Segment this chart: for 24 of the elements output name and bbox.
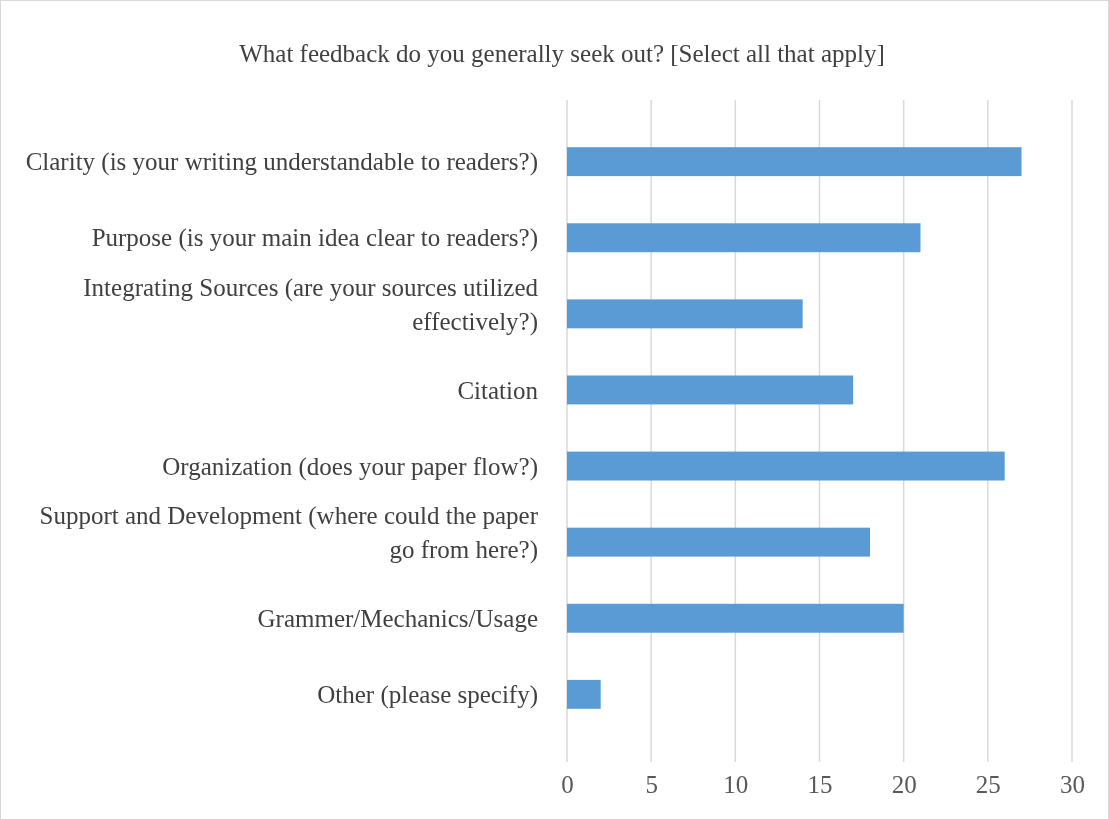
chart-title: What feedback do you generally seek out? [Select all that apply] xyxy=(239,40,885,67)
bar xyxy=(567,679,601,709)
x-tick-label: 5 xyxy=(645,770,658,798)
y-tick-label: Organization (does your paper flow?) xyxy=(162,452,538,481)
x-tick-label: 25 xyxy=(975,770,1001,798)
y-tick-label: Clarity (is your writing understandable to readers?) xyxy=(25,148,538,177)
x-tick-label: 15 xyxy=(807,770,833,798)
bar xyxy=(567,299,803,329)
bar xyxy=(567,223,921,253)
bar xyxy=(567,603,904,633)
x-tick-label: 0 xyxy=(561,770,574,798)
y-tick-label: Integrating Sources (are your sources utilized effectively?) xyxy=(83,273,539,336)
x-tick-label: 30 xyxy=(1060,770,1085,798)
y-tick-label: Other (please specify) xyxy=(317,681,538,710)
bar xyxy=(567,147,1022,177)
y-tick-label: Grammer/Mechanics/Usage xyxy=(257,605,538,633)
y-tick-label: Support and Development (where could the paper go from here?) xyxy=(39,501,539,564)
bar xyxy=(567,451,1005,481)
x-tick-label: 20 xyxy=(891,770,917,798)
y-tick-label: Citation xyxy=(457,376,539,404)
bar xyxy=(567,527,870,557)
bar xyxy=(567,375,854,405)
x-tick-label: 10 xyxy=(723,770,749,798)
y-tick-label: Purpose (is your main idea clear to readers?) xyxy=(91,224,538,253)
